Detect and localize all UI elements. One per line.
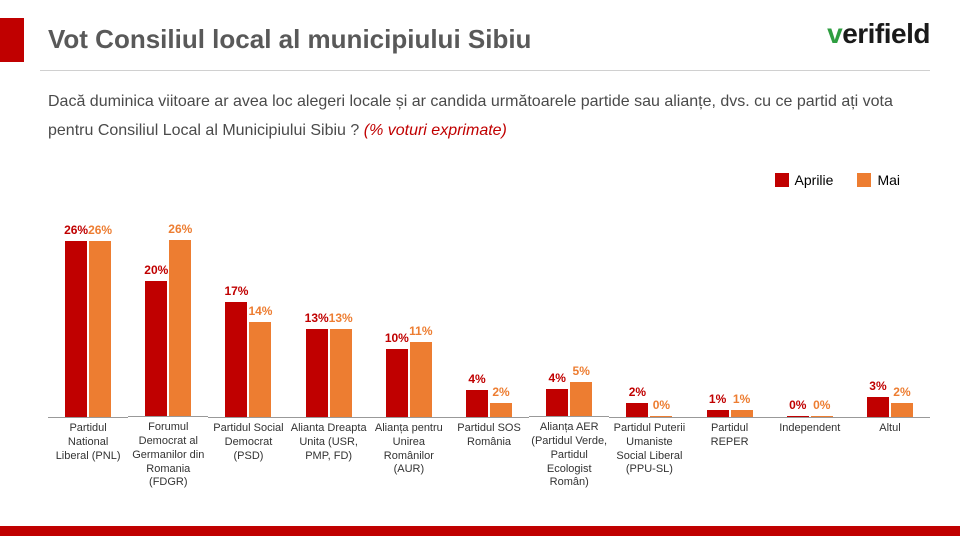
bar-value-label: 4% [468,372,485,386]
question-note: (% voturi exprimate) [364,122,507,139]
bar: 11% [410,342,432,417]
bar: 2% [626,403,648,417]
bar: 2% [490,403,512,417]
bar-pair: 1%1% [707,227,753,417]
category-label: Alianța pentru Unirea Românilor (AUR) [369,418,449,490]
bar-pair: 3%2% [867,227,913,417]
bar: 1% [731,410,753,417]
category-label: Partidul REPER [690,418,770,490]
legend-swatch [775,173,789,187]
bar: 2% [891,403,913,417]
bar: 5% [570,382,592,416]
legend-item: Aprilie [775,172,834,188]
category-label: Partidul Puterii Umaniste Social Liberal… [609,418,689,490]
bar-group: 3%2%Altul [850,227,930,490]
bar-value-label: 10% [385,331,409,345]
bar-value-label: 1% [733,392,750,406]
bar-pair: 20%26% [145,226,191,416]
bar-value-label: 11% [409,324,432,338]
footer-accent [0,526,960,536]
bar-value-label: 13% [329,311,353,325]
bar-pair: 13%13% [306,227,352,417]
bar: 3% [867,397,889,417]
bar: 0% [650,416,672,417]
brand-logo: verifield [827,18,930,50]
bar-pair: 17%14% [225,227,271,417]
bar: 26% [169,240,191,416]
bar: 26% [65,241,87,417]
bar-value-label: 0% [653,398,670,412]
bar-value-label: 26% [88,223,112,237]
category-label: Altul [877,418,902,490]
bar-value-label: 17% [224,284,248,298]
bar-value-label: 0% [789,398,806,412]
bar-value-label: 13% [305,311,329,325]
bar-group: 13%13%Alianta Dreapta Unita (USR, PMP, F… [289,227,369,490]
bar-pair: 26%26% [65,227,111,417]
bar-value-label: 0% [813,398,830,412]
bar-group: 20%26%Forumul Democrat al Germanilor din… [128,226,208,490]
legend-label: Aprilie [795,172,834,188]
bar-value-label: 1% [709,392,726,406]
bar: 26% [89,241,111,417]
category-label: Independent [777,418,842,490]
bar: 10% [386,349,408,417]
bar-pair: 4%5% [546,226,592,416]
bar: 13% [330,329,352,417]
bar-value-label: 3% [869,379,886,393]
bar: 20% [145,281,167,417]
category-label: Partidul Social Democrat (PSD) [208,418,288,490]
logo-rest: erifield [842,18,930,49]
bar: 0% [787,416,809,417]
bar-chart: 26%26%Partidul National Liberal (PNL)20%… [48,200,930,490]
bar-pair: 2%0% [626,227,672,417]
bar-group: 10%11%Alianța pentru Unirea Românilor (A… [369,227,449,490]
bar-value-label: 20% [144,263,168,277]
bar-group: 1%1%Partidul REPER [690,227,770,490]
bar: 13% [306,329,328,417]
category-label: Alianta Dreapta Unita (USR, PMP, FD) [289,418,369,490]
bar-group: 4%5%Alianța AER (Partidul Verde, Partidu… [529,226,609,490]
legend-label: Mai [877,172,900,188]
bar-value-label: 26% [64,223,88,237]
category-label: Forumul Democrat al Germanilor din Roman… [128,417,208,490]
bar-pair: 4%2% [466,227,512,417]
chart-legend: Aprilie Mai [775,172,900,188]
category-label: Partidul National Liberal (PNL) [48,418,128,490]
bar: 14% [249,322,271,417]
bar-group: 2%0%Partidul Puterii Umaniste Social Lib… [609,227,689,490]
bar-pair: 0%0% [787,227,833,417]
bar-value-label: 2% [629,385,646,399]
header-divider [40,70,930,71]
bar-value-label: 5% [573,364,590,378]
bar: 17% [225,302,247,417]
accent-block [0,18,24,62]
bar-value-label: 26% [168,222,192,236]
bar-group: 17%14%Partidul Social Democrat (PSD) [208,227,288,490]
logo-accent-letter: v [827,18,842,49]
survey-question: Dacă duminica viitoare ar avea loc alege… [48,88,920,146]
bar-pair: 10%11% [386,227,432,417]
bar: 0% [811,416,833,417]
bar-group: 26%26%Partidul National Liberal (PNL) [48,227,128,490]
bar-value-label: 14% [248,304,272,318]
legend-item: Mai [857,172,900,188]
bar-group: 4%2%Partidul SOS România [449,227,529,490]
bar: 4% [546,389,568,416]
category-label: Partidul SOS România [449,418,529,490]
bar-value-label: 4% [549,371,566,385]
bar: 1% [707,410,729,417]
bar-value-label: 2% [492,385,509,399]
bar: 4% [466,390,488,417]
legend-swatch [857,173,871,187]
bar-group: 0%0%Independent [770,227,850,490]
category-label: Alianța AER (Partidul Verde, Partidul Ec… [529,417,609,490]
bar-value-label: 2% [893,385,910,399]
page-title: Vot Consiliul local al municipiului Sibi… [48,24,531,55]
